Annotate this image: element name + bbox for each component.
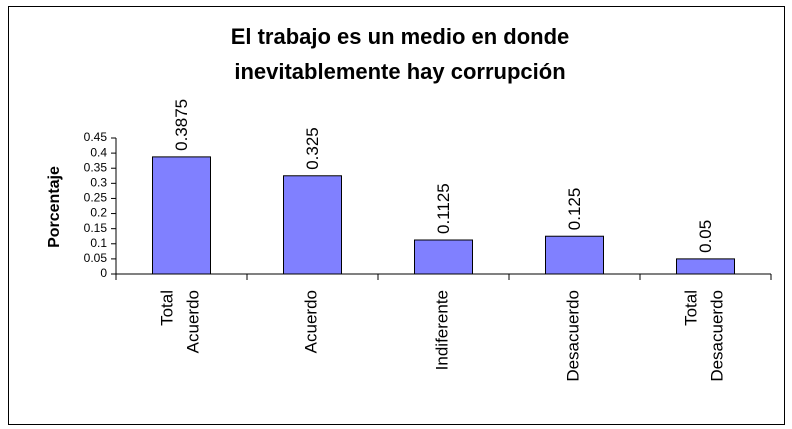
data-label: 0.05 [696,220,715,253]
y-axis-label: Porcentaje [46,166,63,248]
x-tick-label: Total Desacuerdo [682,290,727,382]
y-tick-label: 0.4 [90,145,107,159]
data-label: 0.325 [303,127,322,170]
x-tick-label: Total Acuerdo [158,290,203,353]
y-tick-label: 0.2 [90,206,107,220]
y-tick-label: 0.05 [84,251,108,265]
y-tick-label: 0.15 [84,221,108,235]
x-tick-label: Desacuerdo [564,290,583,382]
bar [414,239,473,275]
chart-border [8,6,785,425]
y-tick-label: 0.25 [84,191,108,205]
data-label: 0.3875 [172,99,191,151]
data-label: 0.1125 [434,183,453,234]
y-tick-label: 0.1 [90,236,107,250]
bar [676,258,735,275]
data-label: 0.125 [565,188,584,231]
bar [545,235,604,275]
chart-title: El trabajo es un medio en donde inevitabl… [231,24,570,84]
bar [283,175,342,275]
x-tick-label: Indiferente [433,290,452,370]
y-tick-label: 0.3 [90,176,107,190]
bar [152,156,211,275]
y-tick-label: 0.35 [84,160,108,174]
y-tick-label: 0 [100,266,107,280]
y-tick-label: 0.45 [84,130,108,144]
x-tick-label: Acuerdo [302,290,321,353]
